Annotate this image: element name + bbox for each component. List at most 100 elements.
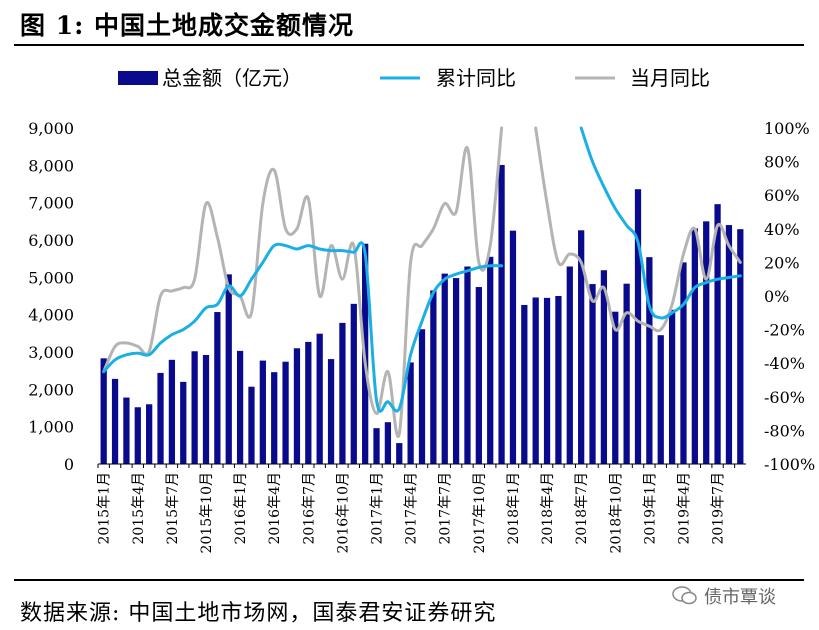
bar bbox=[714, 204, 721, 464]
bar bbox=[396, 443, 403, 464]
x-tick-label: 2019年7月 bbox=[711, 472, 727, 545]
x-tick-label: 2015年7月 bbox=[165, 472, 181, 545]
bar bbox=[475, 287, 482, 464]
bar bbox=[168, 359, 176, 464]
bar bbox=[327, 359, 335, 464]
left-tick-label: 3,000 bbox=[28, 343, 74, 362]
bar bbox=[259, 360, 266, 464]
bar bbox=[498, 164, 505, 464]
bar bbox=[441, 273, 448, 464]
bar bbox=[293, 348, 301, 464]
bar bbox=[589, 284, 596, 464]
right-tick-label: 20% bbox=[764, 253, 800, 272]
legend-label-total: 总金额（亿元） bbox=[162, 66, 302, 90]
line-series bbox=[102, 126, 742, 439]
legend: 总金额（亿元） 累计同比 当月同比 bbox=[118, 66, 710, 90]
bar bbox=[407, 362, 414, 464]
left-tick-label: 5,000 bbox=[28, 268, 74, 287]
left-tick-label: 1,000 bbox=[28, 418, 74, 437]
right-tick-label: 100% bbox=[764, 119, 810, 138]
right-axis: -100% -80% -60% -40% -20% 0% 20% 40% 60% 80% 100% bbox=[764, 119, 815, 474]
bar bbox=[634, 189, 642, 464]
legend-label-cumulative: 累计同比 bbox=[436, 66, 516, 90]
bar bbox=[725, 225, 733, 464]
x-tick-label: 2016年7月 bbox=[301, 472, 317, 545]
bar bbox=[691, 228, 698, 464]
right-tick-label: 40% bbox=[764, 220, 800, 239]
cumulative-yoy-line bbox=[102, 241, 504, 413]
source-note: 数据来源: 中国土地市场网，国泰君安证券研究 bbox=[20, 601, 497, 626]
x-tick-label: 2018年4月 bbox=[540, 472, 556, 545]
bar bbox=[248, 386, 255, 464]
bar bbox=[680, 262, 687, 464]
x-tick-label: 2017年7月 bbox=[438, 472, 454, 545]
figure-title: 图 1: 中国土地成交金额情况 bbox=[20, 11, 355, 40]
bar bbox=[487, 256, 494, 464]
x-tick-label: 2017年4月 bbox=[404, 472, 420, 545]
bar bbox=[703, 221, 710, 464]
legend-bar-swatch bbox=[118, 71, 158, 85]
bar bbox=[509, 230, 517, 464]
x-tick-label: 2016年10月 bbox=[335, 472, 351, 553]
x-tick-label: 2016年1月 bbox=[233, 472, 249, 545]
bar bbox=[146, 404, 153, 464]
bar bbox=[191, 351, 198, 464]
bar bbox=[100, 358, 107, 464]
x-tick-label: 2015年1月 bbox=[97, 472, 113, 545]
left-tick-label: 6,000 bbox=[28, 231, 74, 250]
bar bbox=[350, 303, 357, 464]
left-tick-label: 4,000 bbox=[28, 306, 74, 325]
bar bbox=[578, 230, 585, 464]
cumulative-yoy-line bbox=[579, 126, 742, 320]
bar bbox=[543, 297, 551, 464]
left-tick-label: 7,000 bbox=[28, 194, 74, 213]
bar bbox=[521, 304, 528, 464]
x-tick-label: 2019年1月 bbox=[642, 472, 658, 545]
bar bbox=[430, 290, 437, 464]
bar bbox=[623, 283, 630, 464]
left-tick-label: 2,000 bbox=[28, 380, 74, 399]
x-tick-label: 2019年4月 bbox=[676, 472, 692, 545]
bar bbox=[214, 312, 221, 464]
wechat-icon bbox=[672, 586, 697, 605]
bar bbox=[202, 354, 210, 464]
bar bbox=[418, 329, 426, 464]
bar bbox=[339, 322, 346, 464]
right-tick-label: -80% bbox=[764, 421, 805, 440]
bar bbox=[282, 361, 289, 464]
title-rule bbox=[14, 44, 804, 46]
x-tick-label: 2015年10月 bbox=[199, 472, 215, 553]
bar bbox=[225, 274, 232, 464]
bar bbox=[464, 266, 471, 464]
bar bbox=[373, 428, 380, 464]
bar bbox=[657, 335, 664, 464]
bar bbox=[236, 350, 244, 464]
bar bbox=[271, 372, 278, 464]
left-tick-label: 8,000 bbox=[28, 156, 74, 175]
bar bbox=[316, 333, 323, 464]
x-axis: 2015年1月 2015年4月 2015年7月 2015年10月 2016年1月 2016… bbox=[97, 463, 746, 553]
watermark: 债市覃谈 bbox=[672, 582, 802, 610]
x-tick-label: 2018年10月 bbox=[608, 472, 624, 553]
bar bbox=[157, 372, 164, 464]
x-tick-label: 2016年4月 bbox=[267, 472, 283, 545]
bar bbox=[566, 266, 573, 464]
legend-label-monthly: 当月同比 bbox=[630, 66, 710, 90]
bar bbox=[384, 422, 392, 464]
footer-rule bbox=[14, 579, 804, 581]
x-tick-label: 2018年7月 bbox=[574, 472, 590, 545]
bar-series bbox=[100, 164, 744, 464]
bar bbox=[646, 257, 653, 464]
watermark-text: 债市覃谈 bbox=[704, 587, 776, 608]
bar bbox=[555, 296, 562, 464]
bar bbox=[123, 397, 130, 464]
left-tick-label: 0 bbox=[64, 455, 74, 474]
bar bbox=[668, 309, 676, 464]
bar bbox=[600, 270, 608, 464]
bar bbox=[111, 378, 119, 464]
x-tick-label: 2017年1月 bbox=[370, 472, 386, 545]
x-tick-label: 2018年1月 bbox=[506, 472, 522, 545]
right-tick-label: -40% bbox=[764, 354, 805, 373]
left-tick-label: 9,000 bbox=[28, 119, 74, 138]
